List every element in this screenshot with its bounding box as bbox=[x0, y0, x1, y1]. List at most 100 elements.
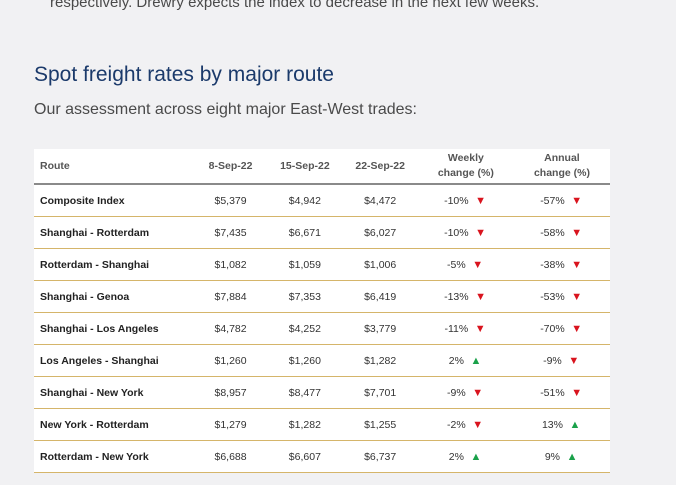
annual-change-value: -58% bbox=[540, 226, 565, 239]
rate-22-sep: $6,027 bbox=[342, 216, 418, 249]
rate-22-sep: $7,701 bbox=[342, 376, 418, 409]
rate-8-sep: $7,884 bbox=[193, 280, 268, 313]
annual-change-value: -9% bbox=[543, 354, 562, 367]
header-route: Route bbox=[34, 149, 194, 185]
rate-15-sep: $8,477 bbox=[267, 376, 343, 409]
table-row: New York - Rotterdam $1,279 $1,282 $1,255 -2… bbox=[34, 408, 610, 441]
rate-8-sep: $5,379 bbox=[193, 184, 268, 217]
rate-22-sep: $1,255 bbox=[342, 408, 418, 441]
weekly-change: -9% ▼ bbox=[417, 376, 514, 409]
weekly-change: -10% ▼ bbox=[417, 184, 514, 217]
arrow-down-icon: ▼ bbox=[472, 418, 484, 431]
rate-8-sep: $1,279 bbox=[193, 408, 268, 441]
rate-8-sep: $6,688 bbox=[193, 440, 268, 473]
table-row: Shanghai - Los Angeles $4,782 $4,252 $3,779… bbox=[34, 312, 610, 345]
annual-change: -53% ▼ bbox=[513, 280, 610, 313]
rate-8-sep: $1,082 bbox=[193, 248, 268, 281]
header-annual-line1: Annual bbox=[544, 152, 580, 164]
annual-change: 9% ▲ bbox=[513, 440, 610, 473]
arrow-down-icon: ▼ bbox=[568, 354, 580, 367]
rate-22-sep: $6,737 bbox=[342, 440, 418, 473]
arrow-down-icon: ▼ bbox=[571, 258, 583, 271]
weekly-change-value: -10% bbox=[444, 226, 469, 239]
header-22-sep: 22-Sep-22 bbox=[342, 149, 418, 185]
arrow-down-icon: ▼ bbox=[571, 194, 583, 207]
section-subtitle: Our assessment across eight major East-W… bbox=[34, 101, 417, 118]
table-row: Shanghai - Genoa $7,884 $7,353 $6,419 -13% ▼ -… bbox=[34, 280, 610, 313]
weekly-change: -2% ▼ bbox=[417, 408, 514, 441]
rate-8-sep: $4,782 bbox=[193, 312, 268, 345]
annual-change-value: -57% bbox=[540, 194, 565, 207]
weekly-change-value: -2% bbox=[447, 418, 466, 431]
arrow-up-icon: ▲ bbox=[470, 450, 482, 463]
freight-rates-table: Route 8-Sep-22 15-Sep-22 22-Sep-22 Weekl… bbox=[34, 149, 610, 473]
weekly-change: -13% ▼ bbox=[417, 280, 514, 313]
weekly-change-value: -10% bbox=[444, 194, 469, 207]
route-name: Rotterdam - New York bbox=[34, 440, 194, 473]
header-weekly-line2: change (%) bbox=[437, 167, 494, 179]
rate-15-sep: $7,353 bbox=[267, 280, 343, 313]
weekly-change: -5% ▼ bbox=[417, 248, 514, 281]
arrow-down-icon: ▼ bbox=[571, 322, 583, 335]
route-name: Shanghai - Los Angeles bbox=[34, 312, 194, 345]
weekly-change-value: -13% bbox=[444, 290, 469, 303]
arrow-down-icon: ▼ bbox=[472, 386, 484, 399]
route-name: Los Angeles - Shanghai bbox=[34, 344, 194, 377]
rate-15-sep: $1,260 bbox=[267, 344, 343, 377]
rate-15-sep: $1,059 bbox=[267, 248, 343, 281]
annual-change: -57% ▼ bbox=[513, 184, 610, 217]
annual-change-value: 13% bbox=[541, 418, 563, 431]
header-annual-change: Annual change (%) bbox=[513, 149, 610, 185]
weekly-change-value: 2% bbox=[448, 450, 464, 463]
arrow-up-icon: ▲ bbox=[566, 450, 578, 463]
weekly-change: -11% ▼ bbox=[417, 312, 514, 345]
annual-change: -58% ▼ bbox=[513, 216, 610, 249]
weekly-change-value: 2% bbox=[448, 354, 464, 367]
rate-8-sep: $7,435 bbox=[193, 216, 268, 249]
table-row: Rotterdam - New York $6,688 $6,607 $6,737 2%… bbox=[34, 440, 610, 473]
intro-text: respectively. Drewry expects the index t… bbox=[50, 0, 540, 11]
route-name: Rotterdam - Shanghai bbox=[34, 248, 194, 281]
arrow-down-icon: ▼ bbox=[571, 386, 583, 399]
arrow-down-icon: ▼ bbox=[475, 194, 487, 207]
weekly-change: 2% ▲ bbox=[417, 440, 514, 473]
rate-15-sep: $4,942 bbox=[267, 184, 343, 217]
arrow-down-icon: ▼ bbox=[571, 226, 583, 239]
weekly-change-value: -5% bbox=[447, 258, 466, 271]
header-annual-line2: change (%) bbox=[533, 167, 590, 179]
rate-8-sep: $1,260 bbox=[193, 344, 268, 377]
annual-change: -9% ▼ bbox=[513, 344, 610, 377]
annual-change-value: -51% bbox=[540, 386, 565, 399]
annual-change-value: -38% bbox=[540, 258, 565, 271]
annual-change: -51% ▼ bbox=[513, 376, 610, 409]
rate-22-sep: $3,779 bbox=[342, 312, 418, 345]
annual-change-value: -53% bbox=[540, 290, 565, 303]
section-title: Spot freight rates by major route bbox=[34, 63, 334, 86]
rate-15-sep: $6,607 bbox=[267, 440, 343, 473]
header-weekly-line1: Weekly bbox=[447, 152, 484, 164]
annual-change: -70% ▼ bbox=[513, 312, 610, 345]
arrow-down-icon: ▼ bbox=[474, 322, 486, 335]
arrow-down-icon: ▼ bbox=[475, 290, 487, 303]
arrow-down-icon: ▼ bbox=[571, 290, 583, 303]
route-name: Shanghai - New York bbox=[34, 376, 194, 409]
rate-22-sep: $1,282 bbox=[342, 344, 418, 377]
annual-change-value: 9% bbox=[544, 450, 561, 463]
table-row: Shanghai - Rotterdam $7,435 $6,671 $6,027 -1… bbox=[34, 216, 610, 249]
annual-change: 13% ▲ bbox=[513, 408, 610, 441]
rate-22-sep: $6,419 bbox=[342, 280, 418, 313]
header-8-sep: 8-Sep-22 bbox=[193, 149, 268, 185]
weekly-change-value: -11% bbox=[444, 322, 469, 335]
rate-15-sep: $4,252 bbox=[267, 312, 343, 345]
arrow-up-icon: ▲ bbox=[470, 354, 482, 367]
header-15-sep: 15-Sep-22 bbox=[267, 149, 343, 185]
rate-22-sep: $4,472 bbox=[342, 184, 418, 217]
arrow-down-icon: ▼ bbox=[475, 226, 487, 239]
route-name: Shanghai - Rotterdam bbox=[34, 216, 194, 249]
route-name: New York - Rotterdam bbox=[34, 408, 194, 441]
weekly-change-value: -9% bbox=[447, 386, 466, 399]
arrow-up-icon: ▲ bbox=[569, 418, 581, 431]
arrow-down-icon: ▼ bbox=[472, 258, 484, 271]
table-row: Rotterdam - Shanghai $1,082 $1,059 $1,006 -5… bbox=[34, 248, 610, 281]
header-weekly-change: Weekly change (%) bbox=[417, 149, 514, 185]
